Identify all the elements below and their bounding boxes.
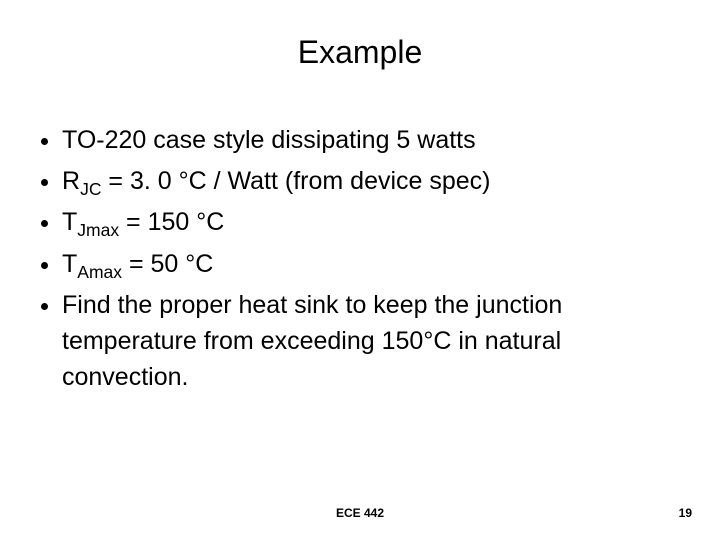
bullet-text-pre: T: [62, 208, 77, 236]
bullet-text-sub: JC: [80, 179, 101, 199]
list-item: Find the proper heat sink to keep the ju…: [62, 287, 680, 398]
footer-center: ECE 442: [0, 506, 720, 520]
list-item: RJC = 3. 0 °C / Watt (from device spec): [62, 163, 680, 202]
bullet-text-pre: TO-220 case style dissipating 5 watts: [62, 126, 476, 154]
page-number: 19: [679, 506, 692, 520]
bullet-text-sub: Jmax: [77, 220, 119, 240]
bullet-text-post: = 150 °C: [119, 208, 224, 236]
bullet-text-pre: R: [62, 167, 80, 195]
bullet-text-sub: Amax: [77, 262, 122, 282]
bullet-list: TO-220 case style dissipating 5 watts RJ…: [40, 122, 680, 398]
list-item: TAmax = 50 °C: [62, 246, 680, 285]
slide: Example TO-220 case style dissipating 5 …: [0, 0, 720, 540]
bullet-text-pre: T: [62, 250, 77, 278]
list-item: TO-220 case style dissipating 5 watts: [62, 122, 680, 161]
slide-title: Example: [0, 34, 720, 71]
bullet-text-post: = 50 °C: [122, 250, 213, 278]
list-item: TJmax = 150 °C: [62, 204, 680, 243]
bullet-text-post: = 3. 0 °C / Watt (from device spec): [101, 167, 490, 195]
bullet-text-pre: Find the proper heat sink to keep the ju…: [62, 291, 562, 391]
slide-content: TO-220 case style dissipating 5 watts RJ…: [40, 122, 680, 400]
